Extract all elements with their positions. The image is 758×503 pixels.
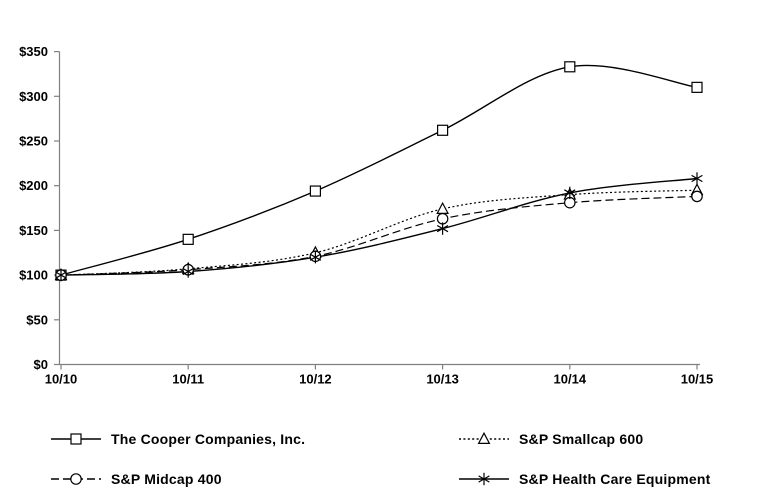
- sp-health-care-equipment-marker: [55, 268, 67, 282]
- cooper-marker: [437, 124, 449, 136]
- sp-health-care-equipment-markers: [55, 172, 703, 282]
- cooper-markers: [55, 61, 703, 281]
- sp-smallcap-600-line: [60, 189, 698, 276]
- y-axis-tick-label: $350: [19, 44, 48, 59]
- sp-midcap-400-line: [60, 195, 698, 276]
- legend-entry-cooper: The Cooper Companies, Inc.: [50, 430, 305, 448]
- legend-label-sp-health-care-equipment: S&P Health Care Equipment: [519, 471, 711, 487]
- sp-health-care-equipment-marker: [691, 172, 703, 185]
- y-axis-tick-label: $150: [19, 223, 48, 238]
- legend-entry-sp-smallcap-600: S&P Smallcap 600: [458, 430, 643, 448]
- cooper-marker: [691, 81, 703, 93]
- legend-entry-sp-midcap-400: S&P Midcap 400: [50, 470, 222, 488]
- sp-midcap-400-markers: [55, 190, 703, 281]
- sp-health-care-equipment-line: [60, 177, 698, 276]
- cooper-marker: [182, 233, 194, 245]
- cooper-marker: [564, 61, 576, 73]
- legend-label-sp-midcap-400: S&P Midcap 400: [111, 471, 222, 487]
- x-axis-tick-label: 10/11: [172, 372, 204, 387]
- cooper-swatch-marker: [70, 433, 82, 445]
- sp-health-care-equipment-swatch-marker: [478, 472, 490, 486]
- x-axis-tick-label: 10/14: [554, 372, 587, 387]
- legend-entry-sp-health-care-equipment: S&P Health Care Equipment: [458, 470, 710, 488]
- y-axis-tick-label: $50: [26, 312, 48, 327]
- smallcap-series-swatch-icon: [459, 431, 509, 444]
- cooper-series-swatch-icon: [51, 433, 101, 445]
- midcap-series-swatch-icon: [51, 473, 101, 485]
- y-axis-tick-label: $250: [19, 134, 48, 149]
- sp-health-care-equipment-marker: [182, 265, 194, 278]
- sp-midcap-400-marker: [691, 190, 703, 203]
- x-axis-tick-label: 10/12: [299, 372, 332, 387]
- y-axis-tick-label: $100: [19, 268, 48, 283]
- sp-health-care-equipment-marker: [436, 222, 449, 235]
- health-care-equipment-series-swatch-icon: [459, 472, 509, 486]
- x-axis-tick-label: 10/13: [426, 372, 459, 387]
- sp-health-care-equipment-marker: [564, 186, 576, 200]
- y-axis-tick-label: $200: [19, 178, 48, 193]
- x-axis-tick-label: 10/15: [681, 372, 714, 387]
- sp-smallcap-600-markers: [54, 183, 704, 281]
- cooper-marker: [309, 185, 321, 197]
- sp-smallcap-600-marker: [436, 201, 449, 214]
- y-axis-tick-label: $300: [19, 89, 48, 104]
- sp-smallcap-600-swatch-marker: [477, 431, 491, 444]
- axes: [54, 51, 700, 370]
- sp-midcap-400-swatch-marker: [70, 473, 82, 485]
- x-axis-tick-label: 10/10: [45, 372, 78, 387]
- chart-plot-area: $0 $50 $100 $150 $200 $250 $300 $350 10/10 10/11 1…: [19, 44, 714, 387]
- sp-health-care-equipment-marker: [309, 251, 322, 264]
- y-axis-tick-label: $0: [34, 357, 48, 372]
- legend-label-cooper: The Cooper Companies, Inc.: [111, 431, 306, 447]
- cooper-line: [60, 64, 698, 276]
- legend-label-sp-smallcap-600: S&P Smallcap 600: [519, 431, 644, 447]
